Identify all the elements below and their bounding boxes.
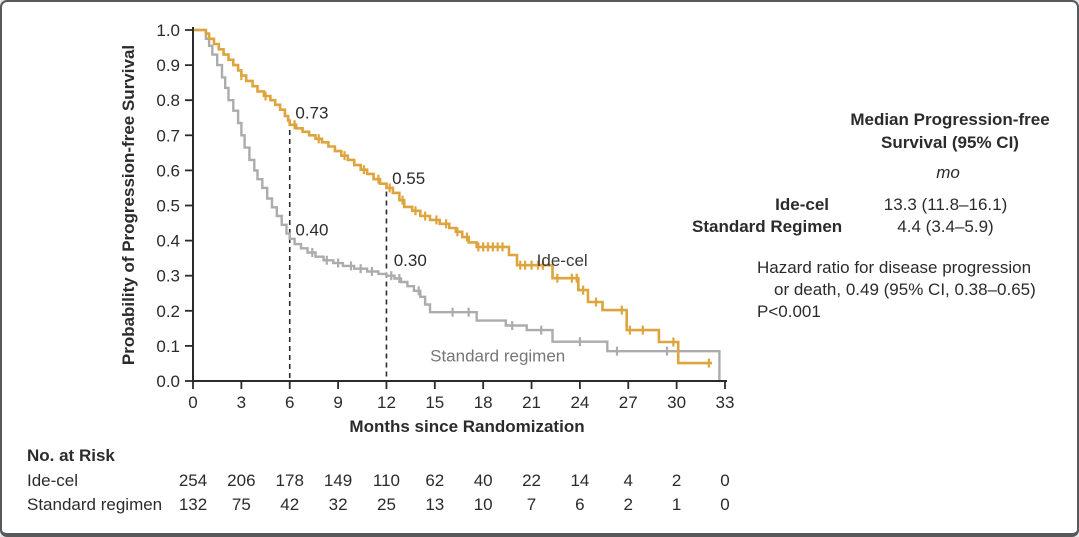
x-tick-label: 27 bbox=[619, 393, 638, 412]
at-risk-count: 75 bbox=[231, 495, 251, 514]
x-tick-label: 12 bbox=[377, 393, 396, 412]
x-tick-label: 9 bbox=[333, 393, 342, 412]
at-risk-count: 7 bbox=[526, 495, 537, 514]
at-risk-count: 10 bbox=[473, 495, 493, 514]
summary-row-idecel: Ide-cel 13.3 (11.8–16.1) bbox=[692, 194, 1062, 215]
at-risk-row-label-idecel: Ide-cel bbox=[27, 471, 79, 490]
value-annotation: 0.30 bbox=[394, 251, 427, 270]
y-tick-label: 0.0 bbox=[156, 372, 180, 391]
hazard-line2: or death, 0.49 (95% CI, 0.38–0.65) bbox=[774, 280, 1036, 299]
curve-label-ide-cel: Ide-cel bbox=[537, 251, 588, 270]
y-tick-label: 0.9 bbox=[156, 56, 180, 75]
y-tick-label: 0.4 bbox=[156, 232, 180, 251]
x-tick-label: 30 bbox=[667, 393, 686, 412]
x-tick-label: 15 bbox=[425, 393, 444, 412]
at-risk-count: 13 bbox=[425, 495, 445, 514]
at-risk-row-label-standard: Standard regimen bbox=[27, 495, 163, 514]
x-tick-label: 3 bbox=[237, 393, 246, 412]
at-risk-count: 110 bbox=[372, 471, 400, 490]
summary-row-standard: Standard Regimen 4.4 (3.4–5.9) bbox=[692, 216, 1062, 237]
at-risk-count: 1 bbox=[671, 495, 682, 514]
at-risk-count: 254 bbox=[178, 471, 208, 490]
x-tick-label: 33 bbox=[716, 393, 735, 412]
at-risk-count: 6 bbox=[575, 495, 585, 514]
y-tick-label: 0.8 bbox=[156, 91, 180, 110]
x-tick-label: 6 bbox=[285, 393, 294, 412]
curve-labels-and-annotations: Standard regimen Ide-cel 0.73 0.55 0.40 0.30 bbox=[295, 103, 587, 365]
hazard-ratio-note: Hazard ratio for disease progression or … bbox=[757, 257, 1067, 323]
at-risk-count: 32 bbox=[328, 495, 348, 514]
at-risk-count: 4 bbox=[623, 471, 633, 490]
summary-row-value: 4.4 (3.4–5.9) bbox=[897, 217, 994, 236]
summary-unit-label: mo bbox=[936, 163, 960, 182]
y-tick-label: 1.0 bbox=[156, 21, 180, 40]
at-risk-count: 42 bbox=[280, 495, 300, 514]
summary-header-line1: Median Progression-free bbox=[850, 110, 1050, 129]
at-risk-count: 40 bbox=[473, 471, 493, 490]
at-risk-count: 178 bbox=[275, 471, 304, 490]
hazard-line1: Hazard ratio for disease progression bbox=[757, 258, 1032, 277]
summary-row-label: Ide-cel bbox=[775, 195, 829, 214]
x-tick-label: 21 bbox=[522, 393, 541, 412]
at-risk-count: 206 bbox=[227, 471, 256, 490]
y-tick-label: 0.7 bbox=[156, 126, 180, 145]
y-tick-label: 0.2 bbox=[156, 302, 180, 321]
at-risk-count: 149 bbox=[323, 471, 353, 490]
censor-marks bbox=[240, 71, 710, 368]
at-risk-title: No. at Risk bbox=[27, 446, 115, 465]
km-curve-standard-regimen bbox=[193, 28, 721, 383]
y-tick-label: 0.3 bbox=[156, 267, 180, 286]
at-risk-count: 0 bbox=[720, 471, 730, 490]
at-risk-count: 2 bbox=[623, 495, 633, 514]
at-risk-count: 132 bbox=[178, 495, 208, 514]
survival-curves bbox=[193, 28, 721, 383]
at-risk-count: 0 bbox=[720, 495, 730, 514]
summary-row-label: Standard Regimen bbox=[692, 217, 843, 236]
x-tick-label: 24 bbox=[570, 393, 589, 412]
value-annotation: 0.55 bbox=[392, 169, 425, 188]
at-risk-count: 25 bbox=[376, 495, 396, 514]
reference-lines bbox=[288, 130, 388, 381]
axes: 0.0 0.1 0.2 0.3 0.4 0.5 0.6 0.7 0.8 0.9 1.0 0 3 6 9 12 1… bbox=[156, 21, 734, 412]
y-tick-label: 0.5 bbox=[156, 197, 180, 216]
summary-header-line2: Survival (95% CI) bbox=[881, 133, 1019, 152]
summary-header: Median Progression-free Survival (95% CI… bbox=[830, 108, 1070, 154]
x-tick-label: 18 bbox=[474, 393, 493, 412]
at-risk-count: 14 bbox=[570, 471, 590, 490]
at-risk-count: 22 bbox=[522, 471, 541, 490]
summary-row-value: 13.3 (11.8–16.1) bbox=[883, 195, 1008, 214]
at-risk-count: 62 bbox=[425, 471, 445, 490]
value-annotation: 0.73 bbox=[295, 103, 328, 122]
at-risk-count: 2 bbox=[671, 471, 682, 490]
y-tick-label: 0.6 bbox=[156, 161, 180, 180]
x-axis-title: Months since Randomization bbox=[349, 417, 585, 436]
curve-label-standard-regimen: Standard regimen bbox=[430, 346, 565, 365]
x-tick-label: 0 bbox=[188, 393, 197, 412]
p-value: P<0.001 bbox=[757, 302, 821, 321]
value-annotation: 0.40 bbox=[295, 220, 328, 239]
y-tick-label: 0.1 bbox=[156, 337, 180, 356]
